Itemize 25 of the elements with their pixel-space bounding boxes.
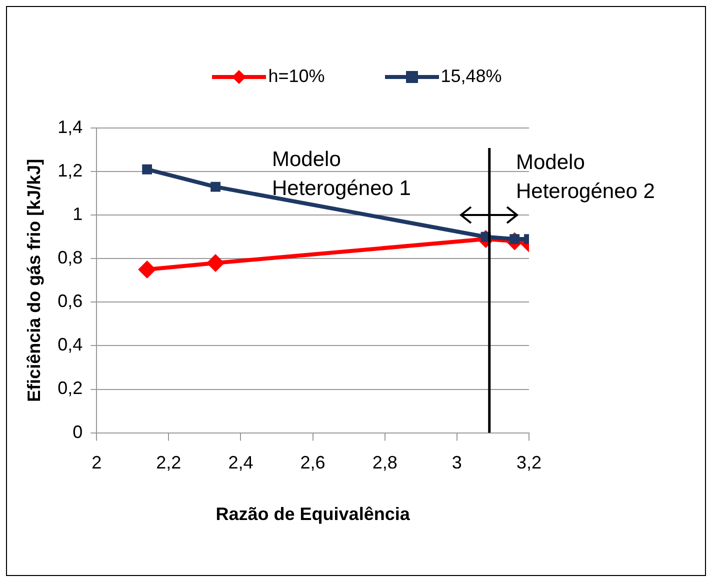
x-tick-label: 2,4 (228, 452, 254, 473)
y-tick-label: 1,2 (58, 160, 83, 181)
point (142, 164, 152, 174)
x-tick-label: 3 (452, 452, 462, 473)
y-tick-label: 0,6 (58, 291, 83, 312)
x-tick-label: 2 (92, 452, 102, 473)
y-tick-label: 0,2 (58, 378, 83, 398)
y-axis-title: Eficiência do gás frio [kJ/kJ] (24, 158, 44, 402)
y-tick-label: 0 (72, 422, 83, 442)
y-tick-label: 0,8 (58, 248, 83, 268)
x-tick-label: 3,2 (516, 452, 542, 473)
legend-label: 15,48% (440, 66, 502, 87)
x-axis-title: Razão de Equivalência (216, 504, 411, 524)
y-tick-label: 1 (72, 204, 83, 224)
annotation: Modelo Heterogéneo 2 (516, 150, 656, 205)
point (210, 182, 220, 192)
x-tick-label: 2,2 (156, 452, 182, 473)
y-tick-label: 0,4 (58, 334, 83, 355)
x-tick-label: 2,6 (300, 452, 326, 473)
x-tick-label: 2,8 (372, 452, 398, 473)
legend-label: h=10% (268, 66, 325, 87)
point (206, 254, 225, 272)
annotation: Modelo Heterogéneo 1 (272, 147, 412, 202)
point (138, 260, 156, 279)
y-tick-label: 1,4 (58, 116, 83, 137)
